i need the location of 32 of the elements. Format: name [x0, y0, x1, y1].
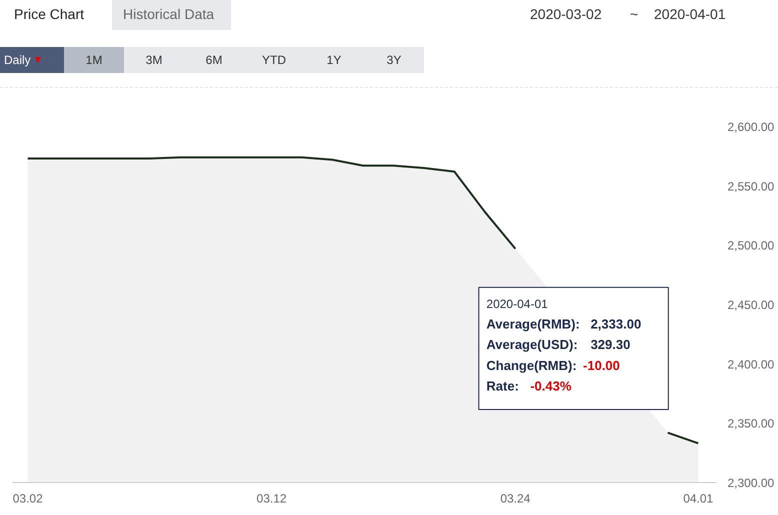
y-tick-label: 2,350.00: [728, 416, 775, 431]
x-tick-label: 04.01: [683, 492, 714, 506]
text: YTD: [261, 52, 287, 69]
text: 2020-03-02: [530, 5, 602, 24]
annotation: -0.43%: [530, 378, 572, 394]
text: Historical Data: [123, 5, 214, 24]
y-tick-label: 2,600.00: [728, 120, 775, 134]
annotation: Average(USD):: [486, 337, 578, 352]
annotation: -10.00: [583, 358, 620, 373]
text: 2020-04-01: [654, 5, 726, 24]
x-tick-label: 03.24: [500, 492, 531, 506]
text: 6M: [204, 52, 224, 69]
annotation: 329.30: [590, 337, 630, 352]
text: 1M: [84, 52, 104, 69]
y-tick-label: 2,400.00: [728, 357, 775, 372]
annotation: Average(RMB):: [486, 316, 580, 332]
text: 3M: [144, 52, 164, 69]
text: 3Y: [386, 52, 402, 69]
annotation: Rate:: [486, 378, 519, 394]
y-tick-label: 2,450.00: [728, 298, 775, 312]
y-tick-label: 2,300.00: [728, 476, 775, 490]
text: ~: [630, 5, 638, 24]
text: Price Chart: [14, 5, 84, 24]
text: Daily: [4, 52, 31, 69]
x-tick-label: 03.12: [256, 492, 287, 506]
x-tick-label: 03.02: [12, 492, 44, 506]
annotation: 2020-04-01: [486, 296, 548, 311]
y-tick-label: 2,550.00: [728, 179, 775, 194]
y-tick-label: 2,500.00: [728, 238, 775, 253]
annotation: Change(RMB):: [486, 358, 577, 373]
annotation: 2,333.00: [590, 316, 642, 332]
text: 1Y: [326, 52, 342, 69]
